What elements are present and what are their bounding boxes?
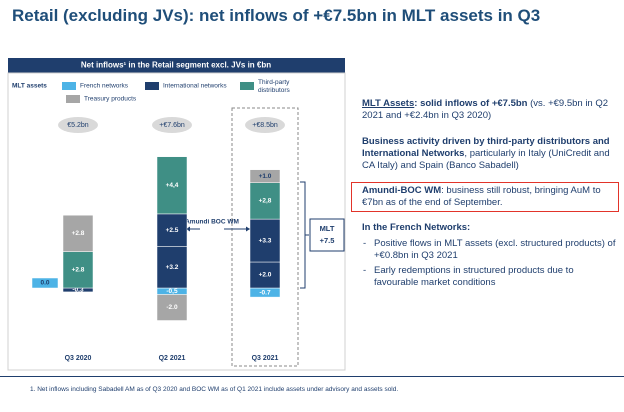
x-tick-label: Q3 2021 [252,355,279,362]
legend-label: Treasury products [84,96,137,103]
bar-segment [249,182,281,220]
bar-segment [62,214,94,252]
text: Business activity driven by third-party … [362,136,610,159]
value-label: 0.0 [40,280,49,287]
legend-swatch [145,82,159,90]
total-label: +€7.6bn [159,122,185,129]
value-label: +3.3 [259,237,272,244]
legend-label: French networks [80,83,129,90]
commentary-1: MLT Assets: solid inflows of +€7.5bn (vs… [362,98,620,122]
value-label: +1.0 [259,173,272,180]
text: : business still robust, bringing AuM to… [362,185,601,208]
bullet: Early redemptions in structured products… [363,265,620,289]
bar-segment [62,251,94,289]
value-label: +2.8 [72,230,85,237]
bracket [300,181,309,289]
chart-title: Net inflows¹ in the Retail segment excl.… [81,61,271,70]
bar-segment [249,218,281,263]
bar-segment [249,169,281,183]
mlt-label: MLT [320,224,335,233]
chart-header [8,58,345,73]
commentary-4: In the French Networks: Positive flows i… [362,222,620,292]
bar-segment [31,277,59,289]
text: Amundi-BOC WM [362,185,442,196]
value-label: +2,8 [259,198,272,205]
legend-label: International networks [163,83,227,90]
value-label: +4,4 [166,182,179,189]
text: (vs. +€9.5bn in Q2 2021 and +€2.4bn in Q… [362,98,609,121]
bar-segment [156,294,188,321]
highlight-box [351,182,619,212]
value-label: -2.0 [166,304,178,311]
legend-swatch [62,82,76,90]
x-tick-label: Q2 2021 [159,355,186,362]
value-label: +2.8 [72,267,85,274]
bullets: Positive flows in MLT assets (excl. stru… [362,238,620,289]
bullet: Positive flows in MLT assets (excl. stru… [363,238,620,262]
commentary-2: Business activity driven by third-party … [362,136,620,172]
legend-swatch [240,82,254,90]
value-label: +2.5 [166,227,179,234]
total-label: €5.2bn [67,122,89,129]
value-label: +2.0 [259,272,272,279]
total-bubble [152,117,192,133]
total-bubble [245,117,285,133]
bar-segment [249,261,281,289]
chart-frame [7,72,346,371]
value-label: -0.7 [259,289,271,296]
text: : solid inflows of +€7.5bn [414,98,528,109]
bar-segment [156,246,188,289]
value-label: -0,5 [166,288,178,295]
annotation-arrowhead [246,226,250,232]
bar-segment [156,213,188,247]
legend-label: Third-party distributors [258,79,291,94]
commentary-3: Amundi-BOC WM: business still robust, br… [362,185,620,209]
annotation-label: Amundi BOC WM [185,219,239,226]
text: , particularly in Italy (UniCredit and C… [362,148,610,171]
total-bubble [58,117,98,133]
chart: Net inflows¹ in the Retail segment excl.… [7,58,346,371]
footnote: 1. Net inflows including Sabadell AM as … [30,386,399,393]
annotation-arrowhead [186,226,190,232]
heading: In the French Networks: [362,222,471,233]
value-label: -0.3 [72,287,84,294]
text: MLT Assets [362,98,415,109]
total-label: +€8.5bn [252,122,278,129]
mlt-value: +7.5 [320,236,335,245]
legend-swatch [66,95,80,103]
divider [0,376,624,377]
value-label: +3.2 [166,264,179,271]
slide-title: Retail (excluding JVs): net inflows of +… [12,6,541,25]
highlight-box [231,107,299,367]
x-tick-label: Q3 2020 [65,355,92,362]
bar-segment [156,156,188,215]
mlt-box [309,218,345,252]
legend-group-label: MLT assets [12,83,47,90]
